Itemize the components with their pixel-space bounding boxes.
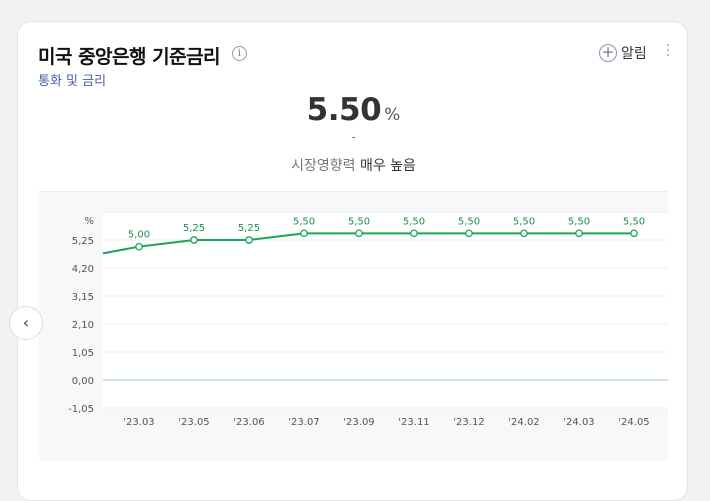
data-label: 5,50 — [348, 216, 370, 227]
y-tick-label: -1,05 — [68, 404, 94, 415]
rate-value: 5.50 — [306, 92, 382, 128]
data-label: 5,25 — [238, 223, 260, 234]
plot-background — [103, 212, 668, 408]
data-point — [355, 229, 363, 238]
category-subtitle[interactable]: 통화 및 금리 — [38, 74, 107, 89]
data-point — [245, 236, 253, 244]
data-label: 5,00 — [128, 230, 150, 241]
y-tick-label: 3,15 — [72, 292, 94, 303]
y-tick-label: 4,20 — [72, 264, 94, 275]
data-point — [135, 242, 143, 251]
data-point — [575, 229, 583, 238]
data-point — [300, 229, 308, 238]
plus-icon: + — [599, 44, 617, 62]
x-tick-label: '24.02 — [508, 417, 539, 428]
x-tick-label: '24.05 — [618, 417, 649, 428]
market-impact-level: 매우 높음 — [359, 158, 416, 174]
chevron-left-icon: ‹ — [22, 313, 30, 332]
x-tick-label: '23.12 — [453, 417, 484, 428]
rate-change: - — [351, 130, 356, 144]
data-label: 5,50 — [623, 216, 645, 227]
more-vertical-icon[interactable]: · · · — [665, 38, 671, 64]
data-label: 5,25 — [183, 223, 205, 234]
x-tick-label: '23.03 — [123, 417, 154, 428]
previous-button[interactable]: ‹ — [9, 306, 43, 340]
current-value: 5.50% — [18, 92, 689, 128]
data-label: 5,50 — [513, 216, 535, 227]
y-tick-label: 1,05 — [72, 348, 94, 359]
data-label: 5,50 — [293, 216, 315, 227]
y-tick-label: 5,25 — [72, 236, 94, 247]
chart-area: 5,25 4,20 3,15 2,10 1,05 0,00 -1,05% '23.03 '23.… — [39, 191, 668, 461]
line-chart: 5,25 4,20 3,15 2,10 1,05 0,00 -1,05% '23.03 '23.… — [68, 211, 668, 428]
rate-unit: % — [384, 105, 401, 125]
data-label: 5,50 — [458, 216, 480, 227]
data-label: 5,50 — [403, 216, 425, 227]
data-point — [630, 229, 638, 238]
page-title: 미국 중앙은행 기준금리 — [38, 46, 221, 68]
alarm-label: 알림 — [621, 46, 647, 62]
market-impact: 시장영향력 매우 높음 — [18, 155, 689, 175]
market-impact-label: 시장영향력 — [291, 158, 356, 174]
chart-card: 미국 중앙은행 기준금리 i 통화 및 금리 + 알림 · · · 5.50% - … — [17, 21, 688, 501]
y-tick-label: 2,10 — [72, 320, 94, 331]
data-point — [465, 229, 473, 238]
data-point — [410, 229, 418, 238]
x-tick-label: '24.03 — [563, 417, 594, 428]
x-tick-label: '23.06 — [233, 417, 264, 428]
data-point — [190, 236, 198, 244]
x-tick-label: '23.11 — [398, 417, 429, 428]
x-tick-label: '23.05 — [178, 417, 209, 428]
alarm-button[interactable]: + 알림 — [599, 42, 647, 64]
y-tick-label: 0,00 — [72, 376, 94, 387]
data-label: 5,50 — [568, 216, 590, 227]
y-axis-unit: % — [84, 216, 94, 227]
x-tick-label: '23.09 — [343, 417, 374, 428]
x-tick-label: '23.07 — [288, 417, 319, 428]
info-icon[interactable]: i — [232, 46, 247, 61]
data-point — [520, 229, 528, 238]
